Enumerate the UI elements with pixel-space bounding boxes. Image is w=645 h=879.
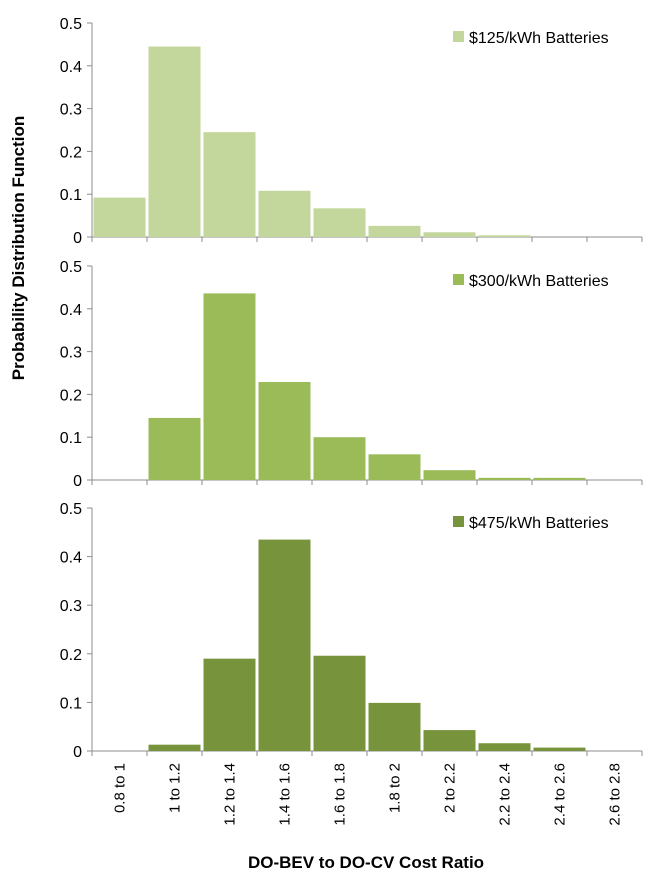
- y-tick-label: 0.1: [60, 695, 82, 712]
- legend-label: $300/kWh Batteries: [469, 273, 609, 290]
- y-tick-label: 0.1: [60, 187, 82, 204]
- x-tick-label: 2.6 to 2.8: [607, 763, 624, 826]
- y-tick-label: 0.4: [60, 550, 82, 567]
- bar: [203, 293, 256, 480]
- bar: [533, 747, 586, 751]
- y-tick-label: 0.5: [60, 501, 82, 518]
- legend-swatch: [453, 31, 464, 42]
- bar: [478, 235, 531, 237]
- y-tick-label: 0.2: [60, 647, 82, 664]
- bar: [313, 655, 366, 751]
- bar: [258, 190, 311, 237]
- x-tick-label: 1.6 to 1.8: [332, 763, 349, 826]
- bar: [423, 470, 476, 480]
- bar: [203, 658, 256, 751]
- bar: [368, 454, 421, 480]
- bar: [203, 132, 256, 237]
- x-axis-title: DO-BEV to DO-CV Cost Ratio: [248, 853, 484, 872]
- y-tick-label: 0.4: [60, 302, 82, 319]
- x-tick-label: 1.8 to 2: [387, 763, 404, 813]
- bar: [478, 743, 531, 751]
- y-tick-label: 0.2: [60, 144, 82, 161]
- bar: [258, 539, 311, 751]
- legend-swatch: [453, 516, 464, 527]
- bar: [478, 477, 531, 480]
- y-tick-label: 0: [73, 230, 82, 247]
- x-tick-label: 1.4 to 1.6: [277, 763, 294, 826]
- x-tick-label: 2.2 to 2.4: [497, 763, 514, 826]
- bar: [148, 744, 201, 751]
- y-tick-label: 0.3: [60, 598, 82, 615]
- bar: [148, 417, 201, 480]
- y-tick-label: 0.5: [60, 16, 82, 33]
- bar: [368, 702, 421, 751]
- x-tick-label: 1 to 1.2: [167, 763, 184, 813]
- legend-swatch: [453, 274, 464, 285]
- y-tick-label: 0.2: [60, 387, 82, 404]
- bar: [148, 46, 201, 237]
- legend-label: $125/kWh Batteries: [469, 30, 609, 47]
- x-tick-label: 0.8 to 1: [112, 763, 129, 813]
- y-tick-label: 0: [73, 744, 82, 761]
- bar: [423, 730, 476, 751]
- bar: [423, 232, 476, 237]
- x-tick-label: 2 to 2.2: [442, 763, 459, 813]
- y-tick-label: 0.5: [60, 259, 82, 276]
- legend-label: $475/kWh Batteries: [469, 515, 609, 532]
- bar: [533, 477, 586, 480]
- y-tick-label: 0.3: [60, 345, 82, 362]
- y-axis-title: Probability Distribution Function: [9, 116, 28, 380]
- bar: [93, 197, 146, 237]
- bar: [313, 437, 366, 480]
- y-tick-label: 0.1: [60, 430, 82, 447]
- bar: [258, 381, 311, 480]
- y-tick-label: 0.4: [60, 59, 82, 76]
- bar: [313, 208, 366, 237]
- y-tick-label: 0.3: [60, 102, 82, 119]
- y-tick-label: 0: [73, 473, 82, 490]
- x-tick-label: 2.4 to 2.6: [552, 763, 569, 826]
- x-tick-label: 1.2 to 1.4: [222, 763, 239, 826]
- bar: [368, 225, 421, 237]
